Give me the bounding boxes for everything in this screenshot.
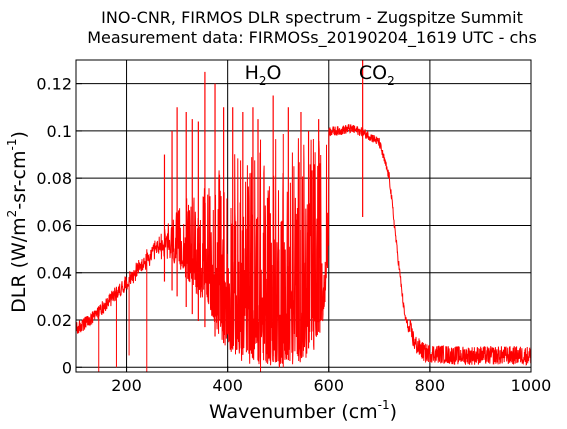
annotation-label: H2O bbox=[245, 62, 282, 88]
y-tick-label: 0.08 bbox=[36, 169, 72, 188]
x-tick-label: 1000 bbox=[511, 376, 552, 395]
x-tick-label: 600 bbox=[314, 376, 345, 395]
y-tick-label: 0.02 bbox=[36, 311, 72, 330]
chart-subtitle: Measurement data: FIRMOSs_20190204_1619 … bbox=[87, 28, 537, 48]
y-axis-title-part2: -sr-cm bbox=[8, 151, 30, 210]
y-axis-title-sup1: 2 bbox=[5, 210, 19, 218]
chart-title: INO-CNR, FIRMOS DLR spectrum - Zugspitze… bbox=[101, 8, 523, 27]
x-axis-title-base: Wavenumber (cm bbox=[209, 401, 378, 423]
y-tick-label: 0.12 bbox=[36, 75, 72, 94]
x-axis-title-sup: -1 bbox=[378, 398, 390, 412]
y-tick-label: 0 bbox=[62, 358, 72, 377]
x-axis-title-tail: ) bbox=[390, 401, 397, 423]
x-tick-label: 400 bbox=[212, 376, 243, 395]
y-axis-title-part3: ) bbox=[8, 131, 30, 138]
series-line bbox=[75, 124, 532, 368]
y-tick-label: 0.1 bbox=[47, 122, 72, 141]
y-axis-title: DLR (W/m2-sr-cm-1) bbox=[5, 131, 30, 313]
axis-ticks: 200 400 600 800 1000 0 0.02 0.04 0.06 0.08 0.1 0.12 bbox=[36, 75, 551, 395]
annotations: H2O CO2 bbox=[245, 62, 395, 88]
annotation-label: CO2 bbox=[359, 62, 395, 88]
x-tick-label: 800 bbox=[415, 376, 446, 395]
x-axis-title: Wavenumber (cm-1) bbox=[209, 398, 397, 423]
y-tick-label: 0.04 bbox=[36, 264, 72, 283]
y-axis-title-part1: DLR (W/m bbox=[8, 217, 30, 313]
plot-frame bbox=[75, 59, 532, 373]
series-dlr-spectrum bbox=[75, 60, 532, 372]
y-tick-label: 0.06 bbox=[36, 216, 72, 235]
x-tick-label: 200 bbox=[111, 376, 142, 395]
y-axis-title-sup2: -1 bbox=[5, 139, 19, 151]
